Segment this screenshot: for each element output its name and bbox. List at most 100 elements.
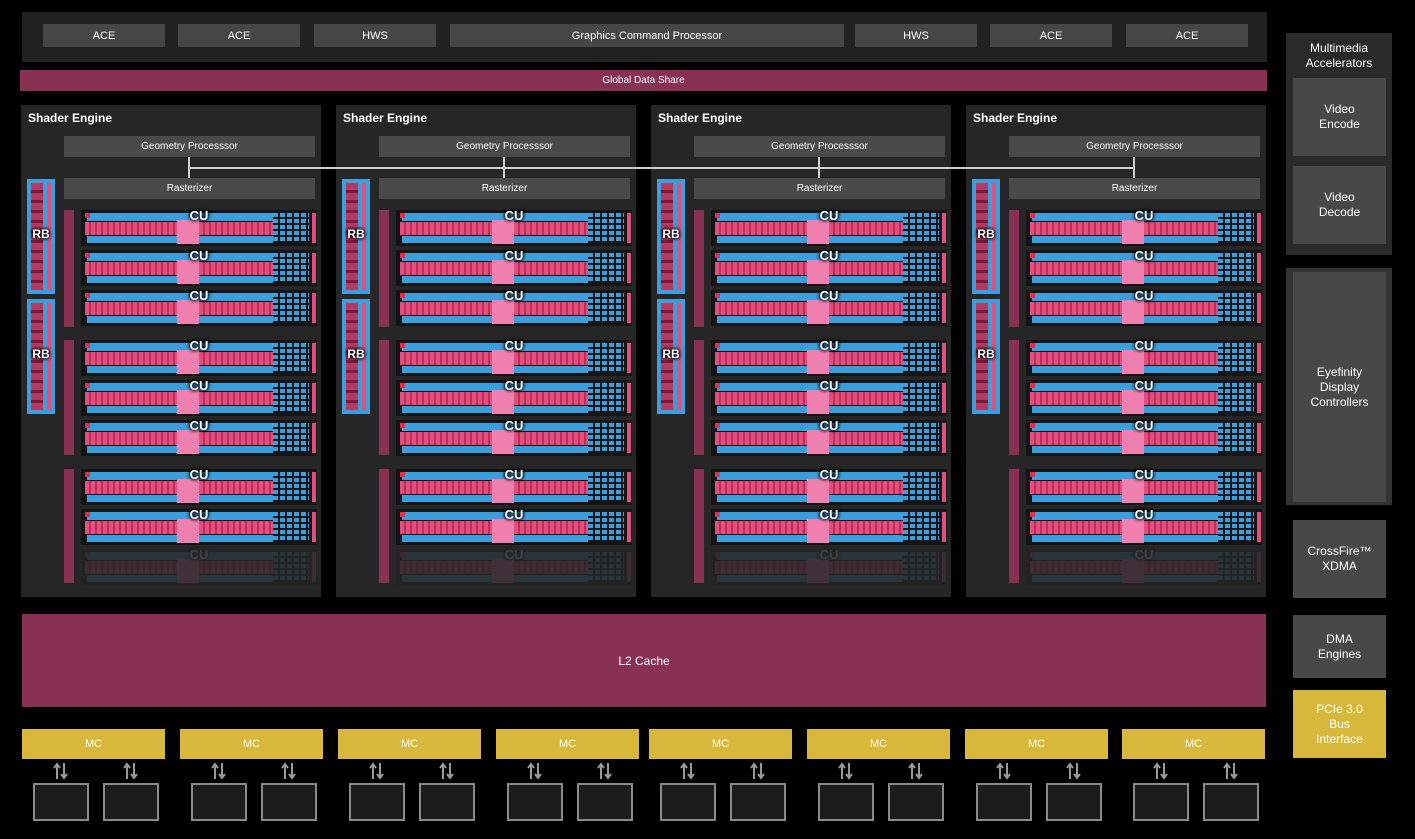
cu-label: CU — [189, 547, 209, 562]
cu-indicator — [85, 213, 90, 218]
rb-strip — [47, 303, 51, 410]
cu-indicator — [715, 472, 720, 477]
l2-cache: L2 Cache — [22, 614, 1266, 707]
cu-register-grid-lines — [588, 512, 624, 542]
cu-edge-strip — [627, 423, 631, 453]
cu-edge-strip — [627, 552, 631, 582]
geometry-processor: Geometry Processsor — [379, 136, 630, 157]
compute-unit: CU — [81, 248, 317, 286]
cu-edge-strip — [1257, 253, 1261, 283]
eyefinity-label: Eyefinity Display Controllers — [1310, 364, 1369, 409]
cu-lds-block — [492, 260, 514, 284]
cu-indicator — [1030, 383, 1035, 388]
cu-edge-strip — [627, 512, 631, 542]
cu-lds-block — [807, 479, 829, 503]
rb-label: RB — [977, 347, 995, 361]
cu-label: CU — [819, 467, 839, 482]
cu-label: CU — [819, 338, 839, 353]
cu-lds-block — [1122, 559, 1144, 583]
memory-chip — [103, 783, 159, 821]
rb-label: RB — [977, 227, 995, 241]
cu-label: CU — [1134, 418, 1154, 433]
rb-cache-blocks — [346, 183, 358, 290]
memory-chip — [660, 783, 716, 821]
cu-edge-strip — [942, 253, 946, 283]
cu-label: CU — [189, 467, 209, 482]
rb-cache-blocks — [31, 183, 43, 290]
render-backend-1: RB — [342, 179, 370, 294]
cu-label: CU — [189, 338, 209, 353]
rb-strip — [677, 183, 681, 290]
cu-scalar-block — [717, 472, 907, 480]
compute-unit: CU — [81, 467, 317, 505]
cu-label: CU — [504, 378, 524, 393]
cu-edge-strip — [312, 293, 316, 323]
compute-unit: CU — [1026, 208, 1262, 246]
command-processor-bar: ACE ACE HWS Graphics Command Processor H… — [22, 12, 1267, 62]
rb-label: RB — [347, 347, 365, 361]
compute-unit: CU — [81, 208, 317, 246]
cu-edge-strip — [942, 213, 946, 243]
compute-unit: CU — [396, 288, 632, 326]
compute-unit: CU — [396, 467, 632, 505]
cu-edge-strip — [942, 343, 946, 373]
memory-controller-6: MC — [807, 729, 950, 759]
cu-scalar-block — [1032, 383, 1222, 391]
local-memory-bar — [694, 340, 704, 455]
compute-unit: CU — [81, 507, 317, 545]
bidirectional-arrow-icon — [1223, 762, 1239, 780]
local-memory-bar — [694, 210, 704, 327]
cu-register-grid-lines — [273, 213, 309, 243]
cu-register-grid-lines — [588, 293, 624, 323]
bidirectional-arrow-icon — [527, 762, 543, 780]
cu-register-grid-lines — [588, 253, 624, 283]
bidirectional-arrow-icon — [680, 762, 696, 780]
cu-cache-block — [717, 575, 907, 582]
cu-indicator — [1030, 343, 1035, 348]
bidirectional-arrow-icon — [597, 762, 613, 780]
ace-box-2: ACE — [178, 24, 300, 47]
cu-lds-block — [177, 479, 199, 503]
cu-edge-strip — [942, 423, 946, 453]
rb-label: RB — [347, 227, 365, 241]
cu-lds-block — [177, 390, 199, 414]
bidirectional-arrow-icon — [53, 762, 69, 780]
compute-unit: CU — [711, 248, 947, 286]
cu-register-grid — [903, 552, 939, 582]
cu-indicator — [715, 383, 720, 388]
cu-indicator — [1030, 253, 1035, 258]
hws-box-1: HWS — [314, 24, 436, 47]
cu-simd-block — [715, 561, 907, 574]
cu-scalar-block — [717, 253, 907, 261]
compute-unit: CU — [396, 547, 632, 585]
cu-scalar-block — [1032, 293, 1222, 301]
cu-lds-block — [177, 430, 199, 454]
cu-register-grid-lines — [273, 383, 309, 413]
cu-register-grid-lines — [273, 472, 309, 502]
render-backend-2: RB — [342, 299, 370, 414]
cu-label: CU — [819, 248, 839, 263]
cu-label: CU — [819, 208, 839, 223]
cu-indicator — [400, 423, 405, 428]
memory-chip — [1203, 783, 1259, 821]
render-backend-2: RB — [657, 299, 685, 414]
cu-scalar-block — [87, 552, 277, 560]
cu-scalar-block — [87, 512, 277, 520]
cu-label: CU — [504, 288, 524, 303]
bidirectional-arrow-icon — [908, 762, 924, 780]
cu-register-grid-lines — [273, 343, 309, 373]
local-memory-bar — [379, 340, 389, 455]
cu-lds-block — [1122, 479, 1144, 503]
cu-label: CU — [819, 288, 839, 303]
render-backend-1: RB — [27, 179, 55, 294]
cu-lds-block — [1122, 430, 1144, 454]
cu-register-grid-lines — [1218, 552, 1254, 582]
cu-indicator — [85, 512, 90, 517]
cu-register-grid-lines — [273, 512, 309, 542]
cu-edge-strip — [312, 552, 316, 582]
bidirectional-arrow-icon — [211, 762, 227, 780]
cu-edge-strip — [627, 383, 631, 413]
local-memory-bar — [64, 340, 74, 455]
cu-indicator — [715, 253, 720, 258]
shader-engine-4: Shader Engine Geometry Processsor Rasteriz… — [966, 105, 1266, 597]
